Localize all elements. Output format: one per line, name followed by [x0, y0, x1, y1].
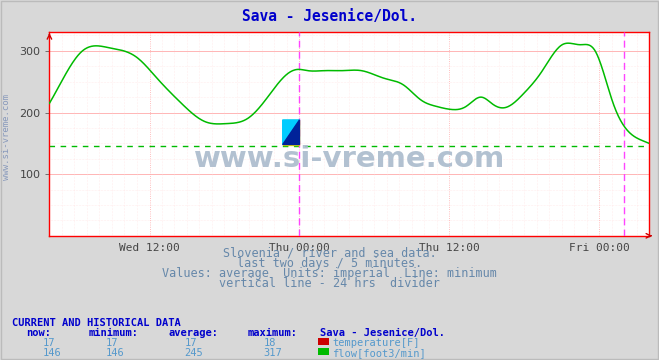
Text: Thu 12:00: Thu 12:00 — [419, 243, 480, 253]
Text: Fri 00:00: Fri 00:00 — [569, 243, 630, 253]
Text: 17: 17 — [105, 338, 118, 348]
Text: www.si-vreme.com: www.si-vreme.com — [194, 144, 505, 172]
Text: temperature[F]: temperature[F] — [332, 338, 420, 348]
Text: maximum:: maximum: — [247, 328, 297, 338]
Text: vertical line - 24 hrs  divider: vertical line - 24 hrs divider — [219, 277, 440, 290]
Text: 245: 245 — [185, 348, 203, 358]
Text: 18: 18 — [264, 338, 276, 348]
Text: minimum:: minimum: — [89, 328, 139, 338]
Text: 146: 146 — [105, 348, 124, 358]
Text: Slovenia / river and sea data.: Slovenia / river and sea data. — [223, 247, 436, 260]
Text: www.si-vreme.com: www.si-vreme.com — [2, 94, 11, 180]
Polygon shape — [283, 120, 299, 145]
Text: average:: average: — [168, 328, 218, 338]
Text: Thu 00:00: Thu 00:00 — [269, 243, 330, 253]
Text: Sava - Jesenice/Dol.: Sava - Jesenice/Dol. — [242, 9, 417, 24]
Text: Wed 12:00: Wed 12:00 — [119, 243, 180, 253]
Polygon shape — [283, 120, 299, 145]
Text: Sava - Jesenice/Dol.: Sava - Jesenice/Dol. — [320, 328, 445, 338]
Text: Values: average  Units: imperial  Line: minimum: Values: average Units: imperial Line: mi… — [162, 267, 497, 280]
Text: last two days / 5 minutes.: last two days / 5 minutes. — [237, 257, 422, 270]
Text: 17: 17 — [43, 338, 55, 348]
Bar — [283, 120, 299, 145]
Text: now:: now: — [26, 328, 51, 338]
Text: 17: 17 — [185, 338, 197, 348]
Text: CURRENT AND HISTORICAL DATA: CURRENT AND HISTORICAL DATA — [12, 318, 181, 328]
Text: 317: 317 — [264, 348, 282, 358]
Text: flow[foot3/min]: flow[foot3/min] — [332, 348, 426, 358]
Text: 146: 146 — [43, 348, 61, 358]
